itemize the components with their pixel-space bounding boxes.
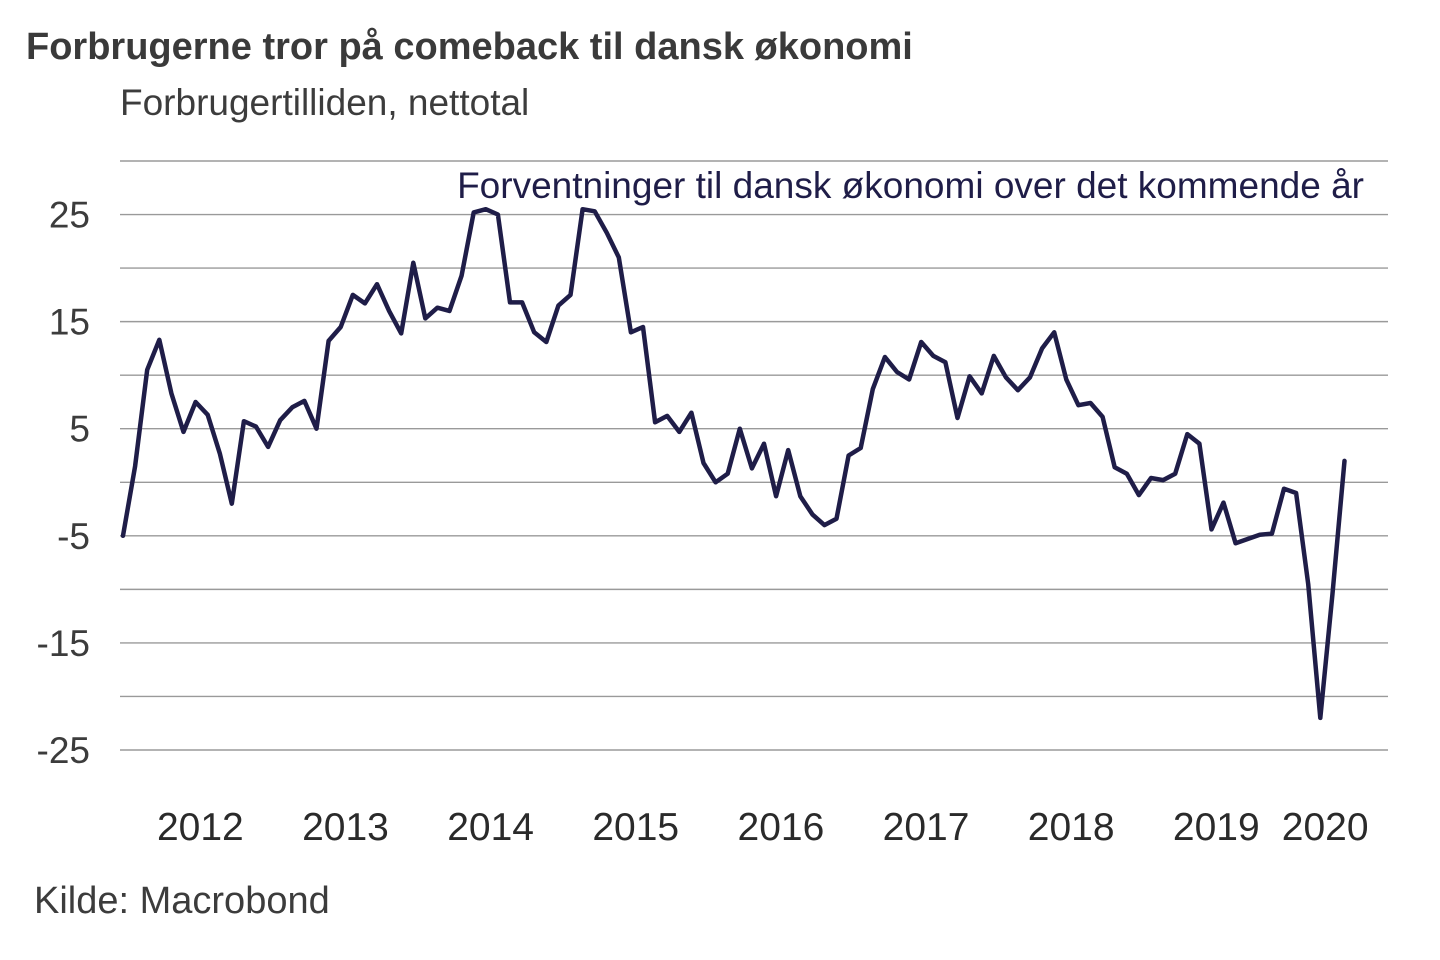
x-tick-label: 2019 — [1173, 806, 1260, 849]
x-tick-label: 2013 — [302, 806, 389, 849]
x-tick-label: 2014 — [447, 806, 534, 849]
y-tick-label: -25 — [37, 730, 90, 771]
series-label: Forventninger til dansk økonomi over det… — [457, 165, 1364, 206]
x-tick-label: 2016 — [738, 806, 825, 849]
chart-subtitle: Forbrugertilliden, nettotal — [120, 82, 530, 123]
x-tick-label: 2012 — [157, 806, 244, 849]
y-tick-label: -5 — [57, 516, 90, 557]
y-tick-label: 5 — [69, 409, 90, 450]
gridlines — [120, 160, 1388, 751]
x-axis-ticks: 2012 2013 2014 2015 2016 2017 2018 2019 2020 — [157, 806, 1369, 849]
x-tick-label: 2018 — [1028, 806, 1115, 849]
y-tick-label: -15 — [37, 623, 90, 664]
chart-title: Forbrugerne tror på comeback til dansk ø… — [26, 26, 913, 68]
source-note: Kilde: Macrobond — [34, 880, 330, 922]
x-tick-label: 2017 — [883, 806, 970, 849]
y-tick-label: 25 — [49, 195, 90, 236]
x-tick-label: 2020 — [1282, 806, 1369, 849]
y-axis-ticks: 25 15 5 -5 -15 -25 — [37, 195, 90, 771]
x-tick-label: 2015 — [592, 806, 679, 849]
series-line — [120, 206, 1347, 721]
y-tick-label: 15 — [49, 302, 90, 343]
